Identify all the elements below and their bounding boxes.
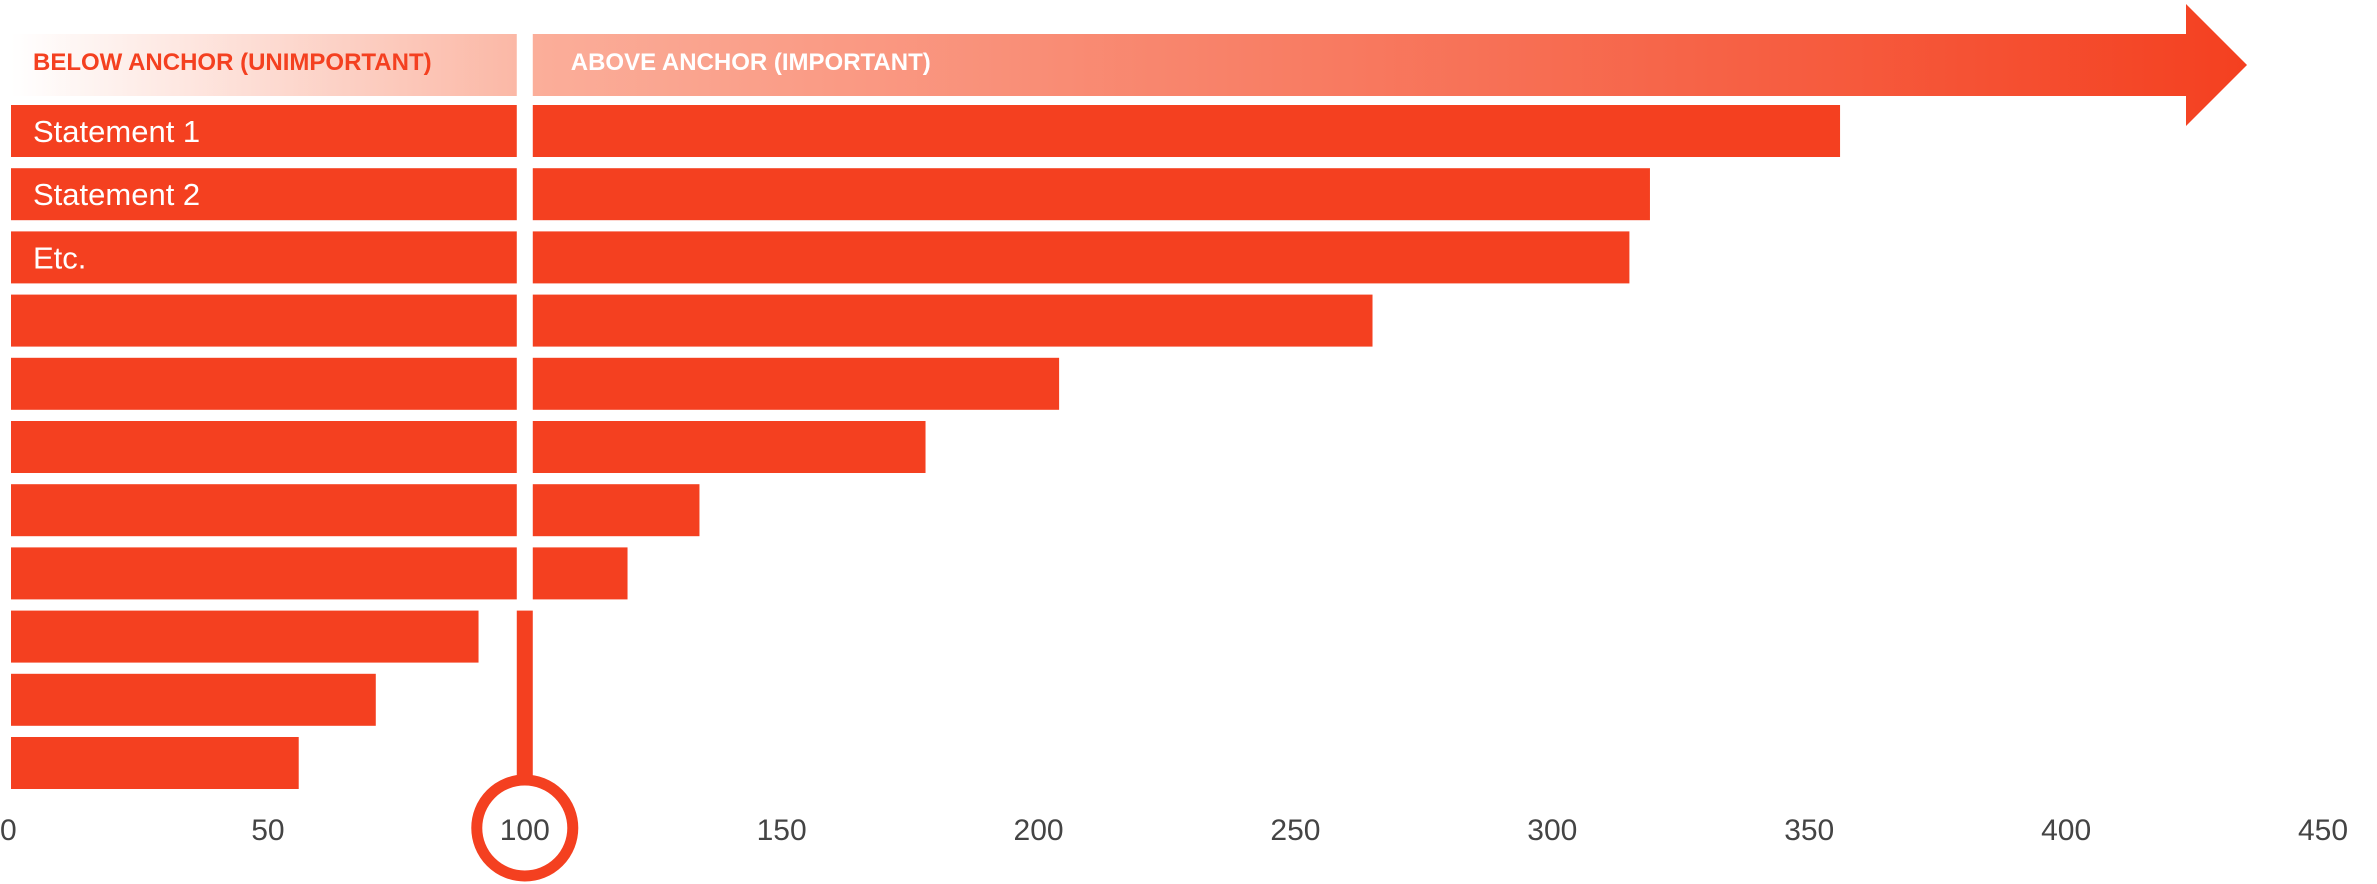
bar-segment-above <box>532 484 700 537</box>
bar-segment-below <box>11 105 517 157</box>
x-tick-label: 0 <box>0 814 17 847</box>
header-below-band <box>11 34 517 96</box>
bar-category-label: Statement 2 <box>33 177 200 212</box>
bar-segment-above <box>532 168 1650 221</box>
x-tick-label: 400 <box>2041 814 2091 847</box>
header-above-arrow <box>532 4 2247 126</box>
x-tick-label: 150 <box>757 814 807 847</box>
bar-row: Statement 1 <box>11 105 1841 157</box>
x-axis: 0 50 100 150 200 250 300 350 400 450 <box>0 814 2348 847</box>
bar-segment-above <box>532 294 1373 347</box>
header-layer: BELOW ANCHOR (UNIMPORTANT) ABOVE ANCHOR … <box>11 4 2247 126</box>
bar-segment-below <box>11 357 517 410</box>
bar-row <box>11 673 376 726</box>
x-tick-label: 450 <box>2298 814 2348 847</box>
bar-segment-above <box>532 421 926 473</box>
bar-row <box>11 294 1373 347</box>
bar-segment-below <box>11 484 517 537</box>
bar-segment-above <box>532 547 628 600</box>
header-below-label: BELOW ANCHOR (UNIMPORTANT) <box>33 49 432 76</box>
anchor-marker <box>471 610 579 882</box>
bar-segment-below <box>11 294 517 347</box>
x-tick-label: 250 <box>1270 814 1320 847</box>
bar-row <box>11 610 479 663</box>
bars-layer: Statement 1 Statement 2 Etc. <box>11 105 1841 789</box>
bar-row: Statement 2 <box>11 168 1650 221</box>
bar <box>11 610 479 663</box>
bar <box>11 737 299 789</box>
bar-row: Etc. <box>11 231 1630 284</box>
bar-row <box>11 421 926 473</box>
bar-category-label: Etc. <box>33 240 86 275</box>
bar-category-label: Statement 1 <box>33 114 200 149</box>
x-tick-label: 200 <box>1014 814 1064 847</box>
bar-row <box>11 357 1060 410</box>
x-tick-label: 300 <box>1527 814 1577 847</box>
anchor-circle <box>471 774 579 882</box>
bar-segment-below <box>11 547 517 600</box>
bar-segment-below <box>11 168 517 221</box>
bar-row <box>11 547 628 600</box>
anchor-line <box>516 610 533 780</box>
bar-segment-above <box>532 357 1060 410</box>
header-above-label: ABOVE ANCHOR (IMPORTANT) <box>571 49 931 76</box>
bar-row <box>11 484 700 537</box>
bar <box>11 673 376 726</box>
bar-segment-below <box>11 421 517 473</box>
x-tick-label: 350 <box>1784 814 1834 847</box>
bar-row <box>11 737 299 789</box>
x-tick-label: 50 <box>251 814 284 847</box>
bar-segment-below <box>11 231 517 284</box>
bar-segment-above <box>532 105 1841 157</box>
bar-segment-above <box>532 231 1630 284</box>
x-tick-label: 100 <box>500 814 550 847</box>
